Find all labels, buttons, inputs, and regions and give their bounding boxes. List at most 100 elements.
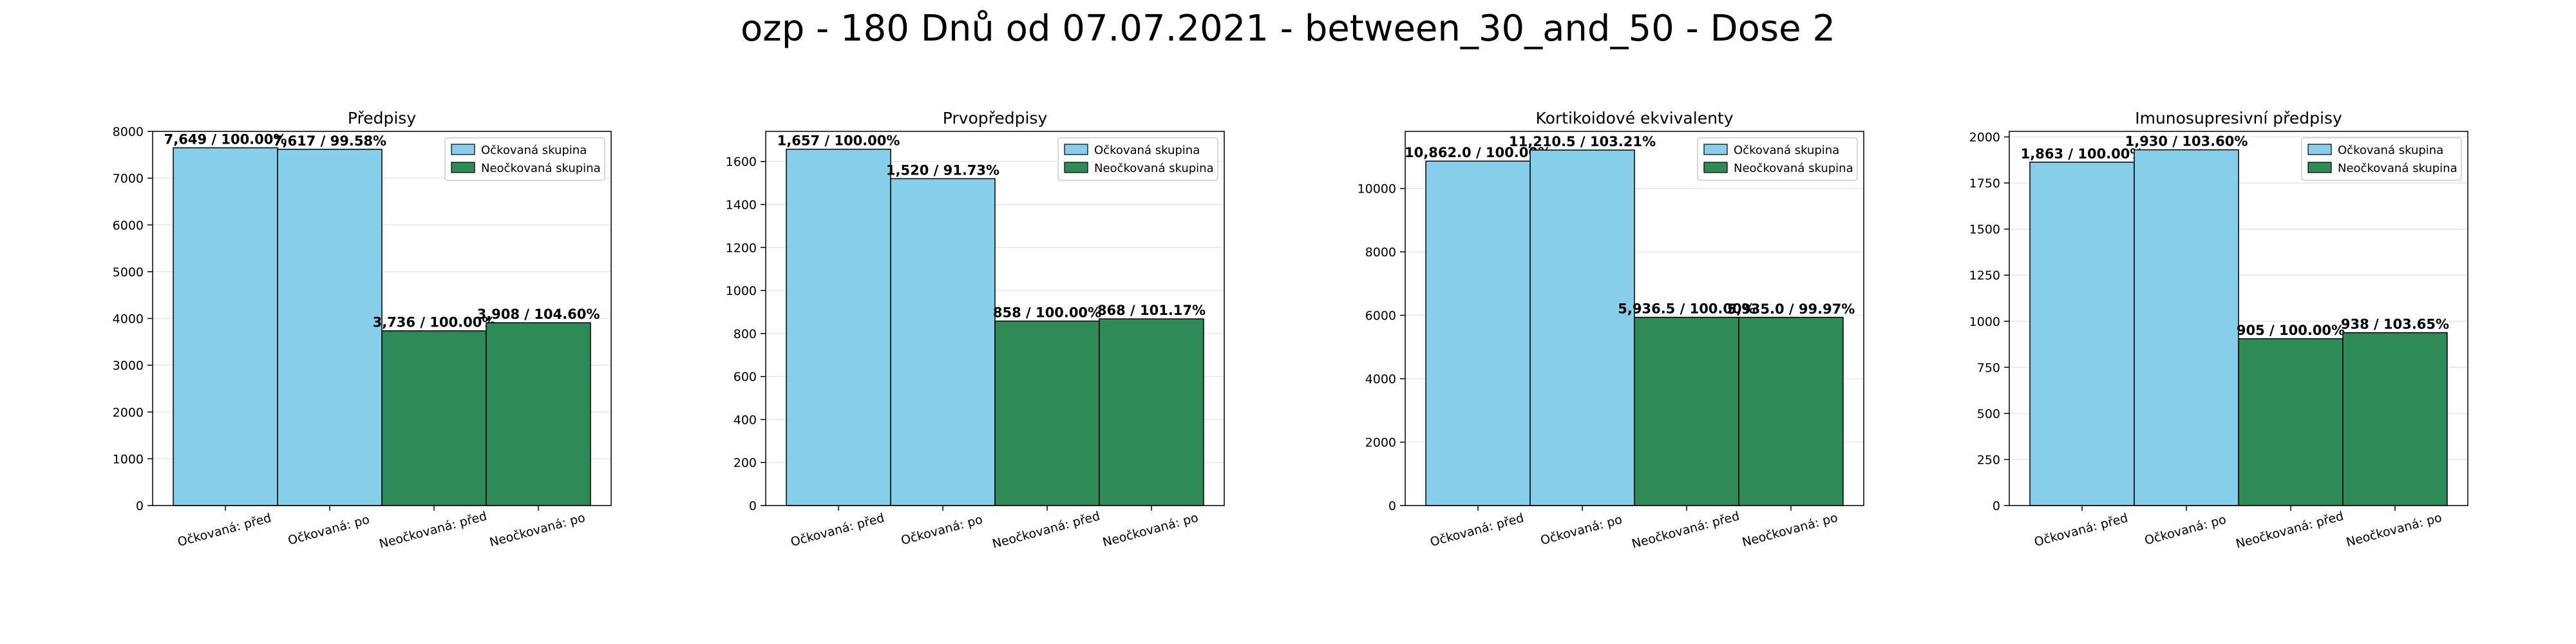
x-tick-label-3: Neočkovaná: před <box>2234 509 2345 551</box>
legend-label-1: Očkovaná skupina <box>1734 144 1839 157</box>
y-tick-label-8: 1400 <box>726 198 757 213</box>
bar-label-1: 1,863 / 100.00% <box>2021 146 2144 162</box>
bar-label-2: 7,617 / 99.58% <box>273 133 386 149</box>
bar-3 <box>1634 316 1739 506</box>
legend-swatch-1 <box>1064 144 1088 155</box>
y-tick-label-6: 1000 <box>726 284 757 298</box>
y-tick-label-2: 1000 <box>113 452 144 466</box>
bar-label-4: 868 / 101.17% <box>1097 303 1206 318</box>
x-tick-label-1: Očkovaná: před <box>176 511 272 549</box>
bar-label-1: 10,862.0 / 100.00% <box>1405 145 1551 160</box>
legend-box <box>2301 137 2462 181</box>
chart-title: Imunosupresivní předpisy <box>2135 109 2342 128</box>
legend-swatch-2 <box>451 162 475 173</box>
y-tick-label-1: 0 <box>1388 499 1396 513</box>
y-tick-label-7: 1500 <box>1969 223 2000 237</box>
legend-box <box>1057 137 1218 181</box>
y-tick-label-3: 4000 <box>1365 372 1396 386</box>
legend-label-1: Očkovaná skupina <box>1094 144 1200 157</box>
y-tick-label-1: 0 <box>136 499 144 513</box>
bar-label-2: 1,520 / 91.73% <box>886 162 999 178</box>
axes-frame <box>1405 131 1864 506</box>
x-tick-label-2: Očkovaná: po <box>900 513 984 548</box>
x-tick-label-4: Neočkovaná: po <box>2345 511 2443 550</box>
y-tick-label-7: 1200 <box>726 241 757 255</box>
legend-box <box>444 137 605 181</box>
bar-4 <box>1738 317 1844 506</box>
y-tick-label-4: 600 <box>734 370 757 384</box>
legend-swatch-2 <box>2307 162 2332 173</box>
x-tick-label-2: Očkovaná: po <box>287 513 371 548</box>
bar-label-3: 3,736 / 100.00% <box>373 315 496 330</box>
x-tick-label-2: Očkovaná: po <box>1539 513 1624 548</box>
chart-title: Předpisy <box>348 109 416 128</box>
bar-label-4: 938 / 103.65% <box>2341 317 2449 332</box>
y-tick-label-6: 5000 <box>113 265 144 279</box>
legend-label-2: Neočkovaná skupina <box>1094 162 1214 175</box>
bar-3 <box>994 320 1100 506</box>
y-tick-label-3: 400 <box>734 413 757 427</box>
y-tick-label-3: 2000 <box>113 406 144 420</box>
x-tick-label-4: Neočkovaná: po <box>488 511 587 550</box>
y-tick-label-9: 8000 <box>113 125 144 139</box>
bar-label-4: 5,935.0 / 99.97% <box>1727 301 1855 317</box>
chart-1: 7,649 / 100.00% Očkovaná: před 7,617 / 99.… <box>113 109 612 551</box>
bar-label-4: 3,908 / 104.60% <box>477 307 600 322</box>
bar-3 <box>2238 338 2344 506</box>
y-tick-label-8: 7000 <box>113 172 144 186</box>
bar-1 <box>2029 162 2135 506</box>
figure-title: ozp - 180 Dnů od 07.07.2021 - between_30… <box>741 8 1835 50</box>
x-tick-label-2: Očkovaná: po <box>2143 513 2228 548</box>
bar-4 <box>2342 332 2448 506</box>
y-tick-label-4: 6000 <box>1365 309 1396 323</box>
x-tick-label-4: Neočkovaná: po <box>1741 511 1839 550</box>
y-tick-label-1: 0 <box>749 499 757 513</box>
y-tick-label-5: 4000 <box>113 312 144 327</box>
chart-3: 10,862.0 / 100.00% Očkovaná: před 11,210.5… <box>1358 109 1864 551</box>
y-tick-label-9: 2000 <box>1969 131 2000 145</box>
axes-frame <box>2009 131 2468 506</box>
legend-label-2: Neočkovaná skupina <box>481 162 601 175</box>
bar-label-1: 1,657 / 100.00% <box>777 133 900 149</box>
legend-swatch-1 <box>1703 144 1728 155</box>
y-tick-label-2: 200 <box>734 456 757 470</box>
bar-2 <box>890 178 996 506</box>
legend-label-2: Neočkovaná skupina <box>1734 162 1853 175</box>
legend-label-1: Očkovaná skupina <box>2338 144 2443 157</box>
bar-3 <box>381 330 487 506</box>
y-tick-label-9: 1600 <box>726 155 757 169</box>
y-tick-label-1: 0 <box>1993 499 2000 513</box>
legend-swatch-1 <box>451 144 475 155</box>
x-tick-label-1: Očkovaná: před <box>2032 511 2129 549</box>
legend-swatch-1 <box>2307 144 2332 155</box>
axes-frame <box>765 131 1225 506</box>
bar-label-2: 11,210.5 / 103.21% <box>1509 134 1656 149</box>
y-tick-label-2: 250 <box>1977 453 2000 467</box>
bar-4 <box>486 322 591 506</box>
bar-label-1: 7,649 / 100.00% <box>164 131 287 147</box>
bar-2 <box>1530 149 1635 506</box>
legend-box <box>1697 137 1858 181</box>
x-tick-label-3: Neočkovaná: před <box>1630 509 1741 551</box>
x-tick-label-3: Neočkovaná: před <box>990 509 1101 551</box>
x-tick-label-3: Neočkovaná: před <box>377 509 488 551</box>
x-tick-label-4: Neočkovaná: po <box>1101 511 1200 550</box>
y-tick-label-6: 10000 <box>1358 182 1396 196</box>
x-tick-label-1: Očkovaná: před <box>1428 511 1525 549</box>
bar-1 <box>786 148 891 506</box>
legend-label-2: Neočkovaná skupina <box>2338 162 2458 175</box>
bar-2 <box>277 149 383 506</box>
legend-swatch-2 <box>1064 162 1088 173</box>
bar-2 <box>2134 149 2239 506</box>
x-tick-label-1: Očkovaná: před <box>789 511 886 549</box>
bar-1 <box>1425 160 1531 506</box>
bar-label-3: 905 / 100.00% <box>2237 323 2345 338</box>
y-tick-label-5: 1000 <box>1969 315 2000 329</box>
bar-label-2: 1,930 / 103.60% <box>2125 134 2248 149</box>
y-tick-label-6: 1250 <box>1969 269 2000 283</box>
bar-4 <box>1099 318 1204 506</box>
y-tick-label-8: 1750 <box>1969 176 2000 191</box>
chart-4: 1,863 / 100.00% Očkovaná: před 1,930 / 103… <box>1969 109 2468 551</box>
bar-label-3: 5,936.5 / 100.00% <box>1618 301 1755 317</box>
